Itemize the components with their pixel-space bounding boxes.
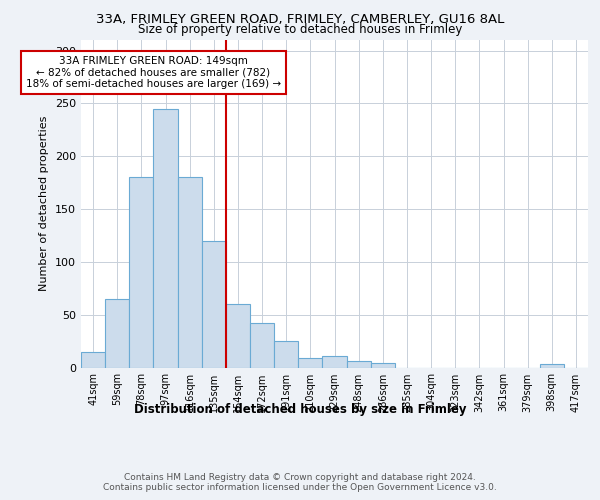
Bar (154, 108, 178, 368)
Bar (540, 364, 564, 368)
Bar (322, 356, 347, 368)
Bar (129, 178, 154, 368)
Bar (250, 323, 274, 368)
Bar (178, 178, 202, 368)
Text: Distribution of detached houses by size in Frimley: Distribution of detached houses by size … (134, 402, 466, 415)
Text: Contains HM Land Registry data © Crown copyright and database right 2024.
Contai: Contains HM Land Registry data © Crown c… (103, 473, 497, 492)
Bar (105, 299, 129, 368)
Text: Size of property relative to detached houses in Frimley: Size of property relative to detached ho… (138, 22, 462, 36)
Bar (202, 240, 226, 368)
Bar (226, 304, 250, 368)
Bar (81, 352, 105, 368)
Bar (298, 358, 322, 368)
Bar (347, 361, 371, 368)
Text: 33A, FRIMLEY GREEN ROAD, FRIMLEY, CAMBERLEY, GU16 8AL: 33A, FRIMLEY GREEN ROAD, FRIMLEY, CAMBER… (96, 12, 504, 26)
Bar (371, 364, 395, 368)
Bar (274, 341, 298, 367)
Y-axis label: Number of detached properties: Number of detached properties (40, 116, 49, 292)
Text: 33A FRIMLEY GREEN ROAD: 149sqm
← 82% of detached houses are smaller (782)
18% of: 33A FRIMLEY GREEN ROAD: 149sqm ← 82% of … (26, 56, 281, 89)
